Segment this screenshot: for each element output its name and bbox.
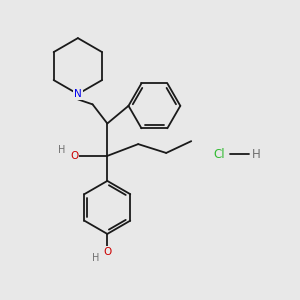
Text: N: N <box>74 89 82 99</box>
Text: H: H <box>252 148 260 161</box>
Text: H: H <box>58 145 65 155</box>
Text: Cl: Cl <box>213 148 225 161</box>
Text: O: O <box>70 151 79 161</box>
Text: O: O <box>103 247 111 256</box>
Text: H: H <box>92 253 100 263</box>
